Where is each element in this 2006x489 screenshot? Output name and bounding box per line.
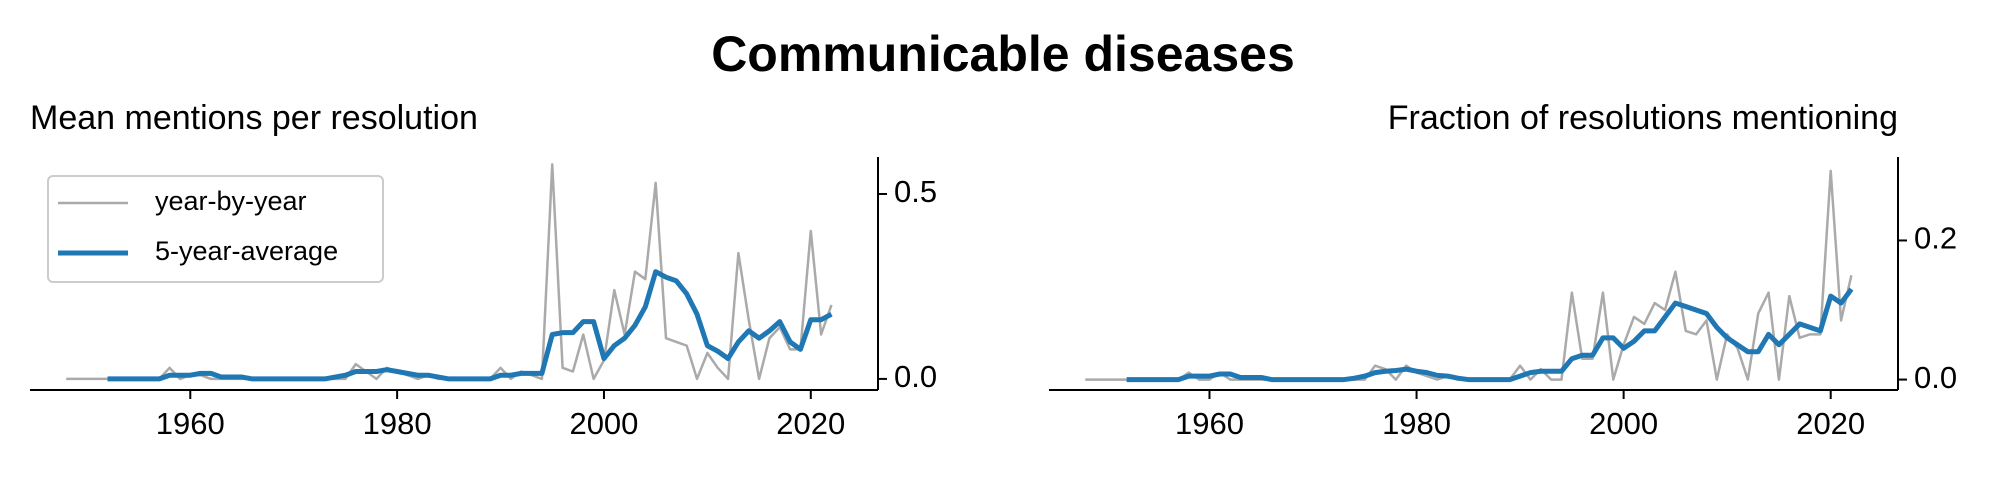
figure-title: Communicable diseases xyxy=(711,26,1295,82)
x-tick-label: 2000 xyxy=(1589,406,1658,441)
y-tick-label: 0.2 xyxy=(1914,221,1957,256)
chart-subtitle: Mean mentions per resolution xyxy=(30,99,478,137)
x-tick-label: 1980 xyxy=(1382,406,1451,441)
x-tick-label: 2020 xyxy=(776,406,845,441)
x-tick-label: 1960 xyxy=(1175,406,1244,441)
x-tick-label: 1960 xyxy=(156,406,225,441)
x-tick-label: 2000 xyxy=(569,406,638,441)
legend-box xyxy=(47,175,384,283)
chart-subtitle: Fraction of resolutions mentioning xyxy=(1388,99,1898,137)
x-tick-label: 2020 xyxy=(1796,406,1865,441)
series-line xyxy=(107,269,833,382)
y-tick-label: 0.5 xyxy=(894,174,937,209)
series-line xyxy=(1085,169,1853,381)
x-tick-label: 1980 xyxy=(363,406,432,441)
series-line xyxy=(1126,287,1854,383)
y-tick-label: 0.0 xyxy=(894,359,937,394)
legend-label: 5-year-average xyxy=(155,236,338,266)
legend-label: year-by-year xyxy=(155,186,307,216)
y-tick-label: 0.0 xyxy=(1914,360,1957,395)
